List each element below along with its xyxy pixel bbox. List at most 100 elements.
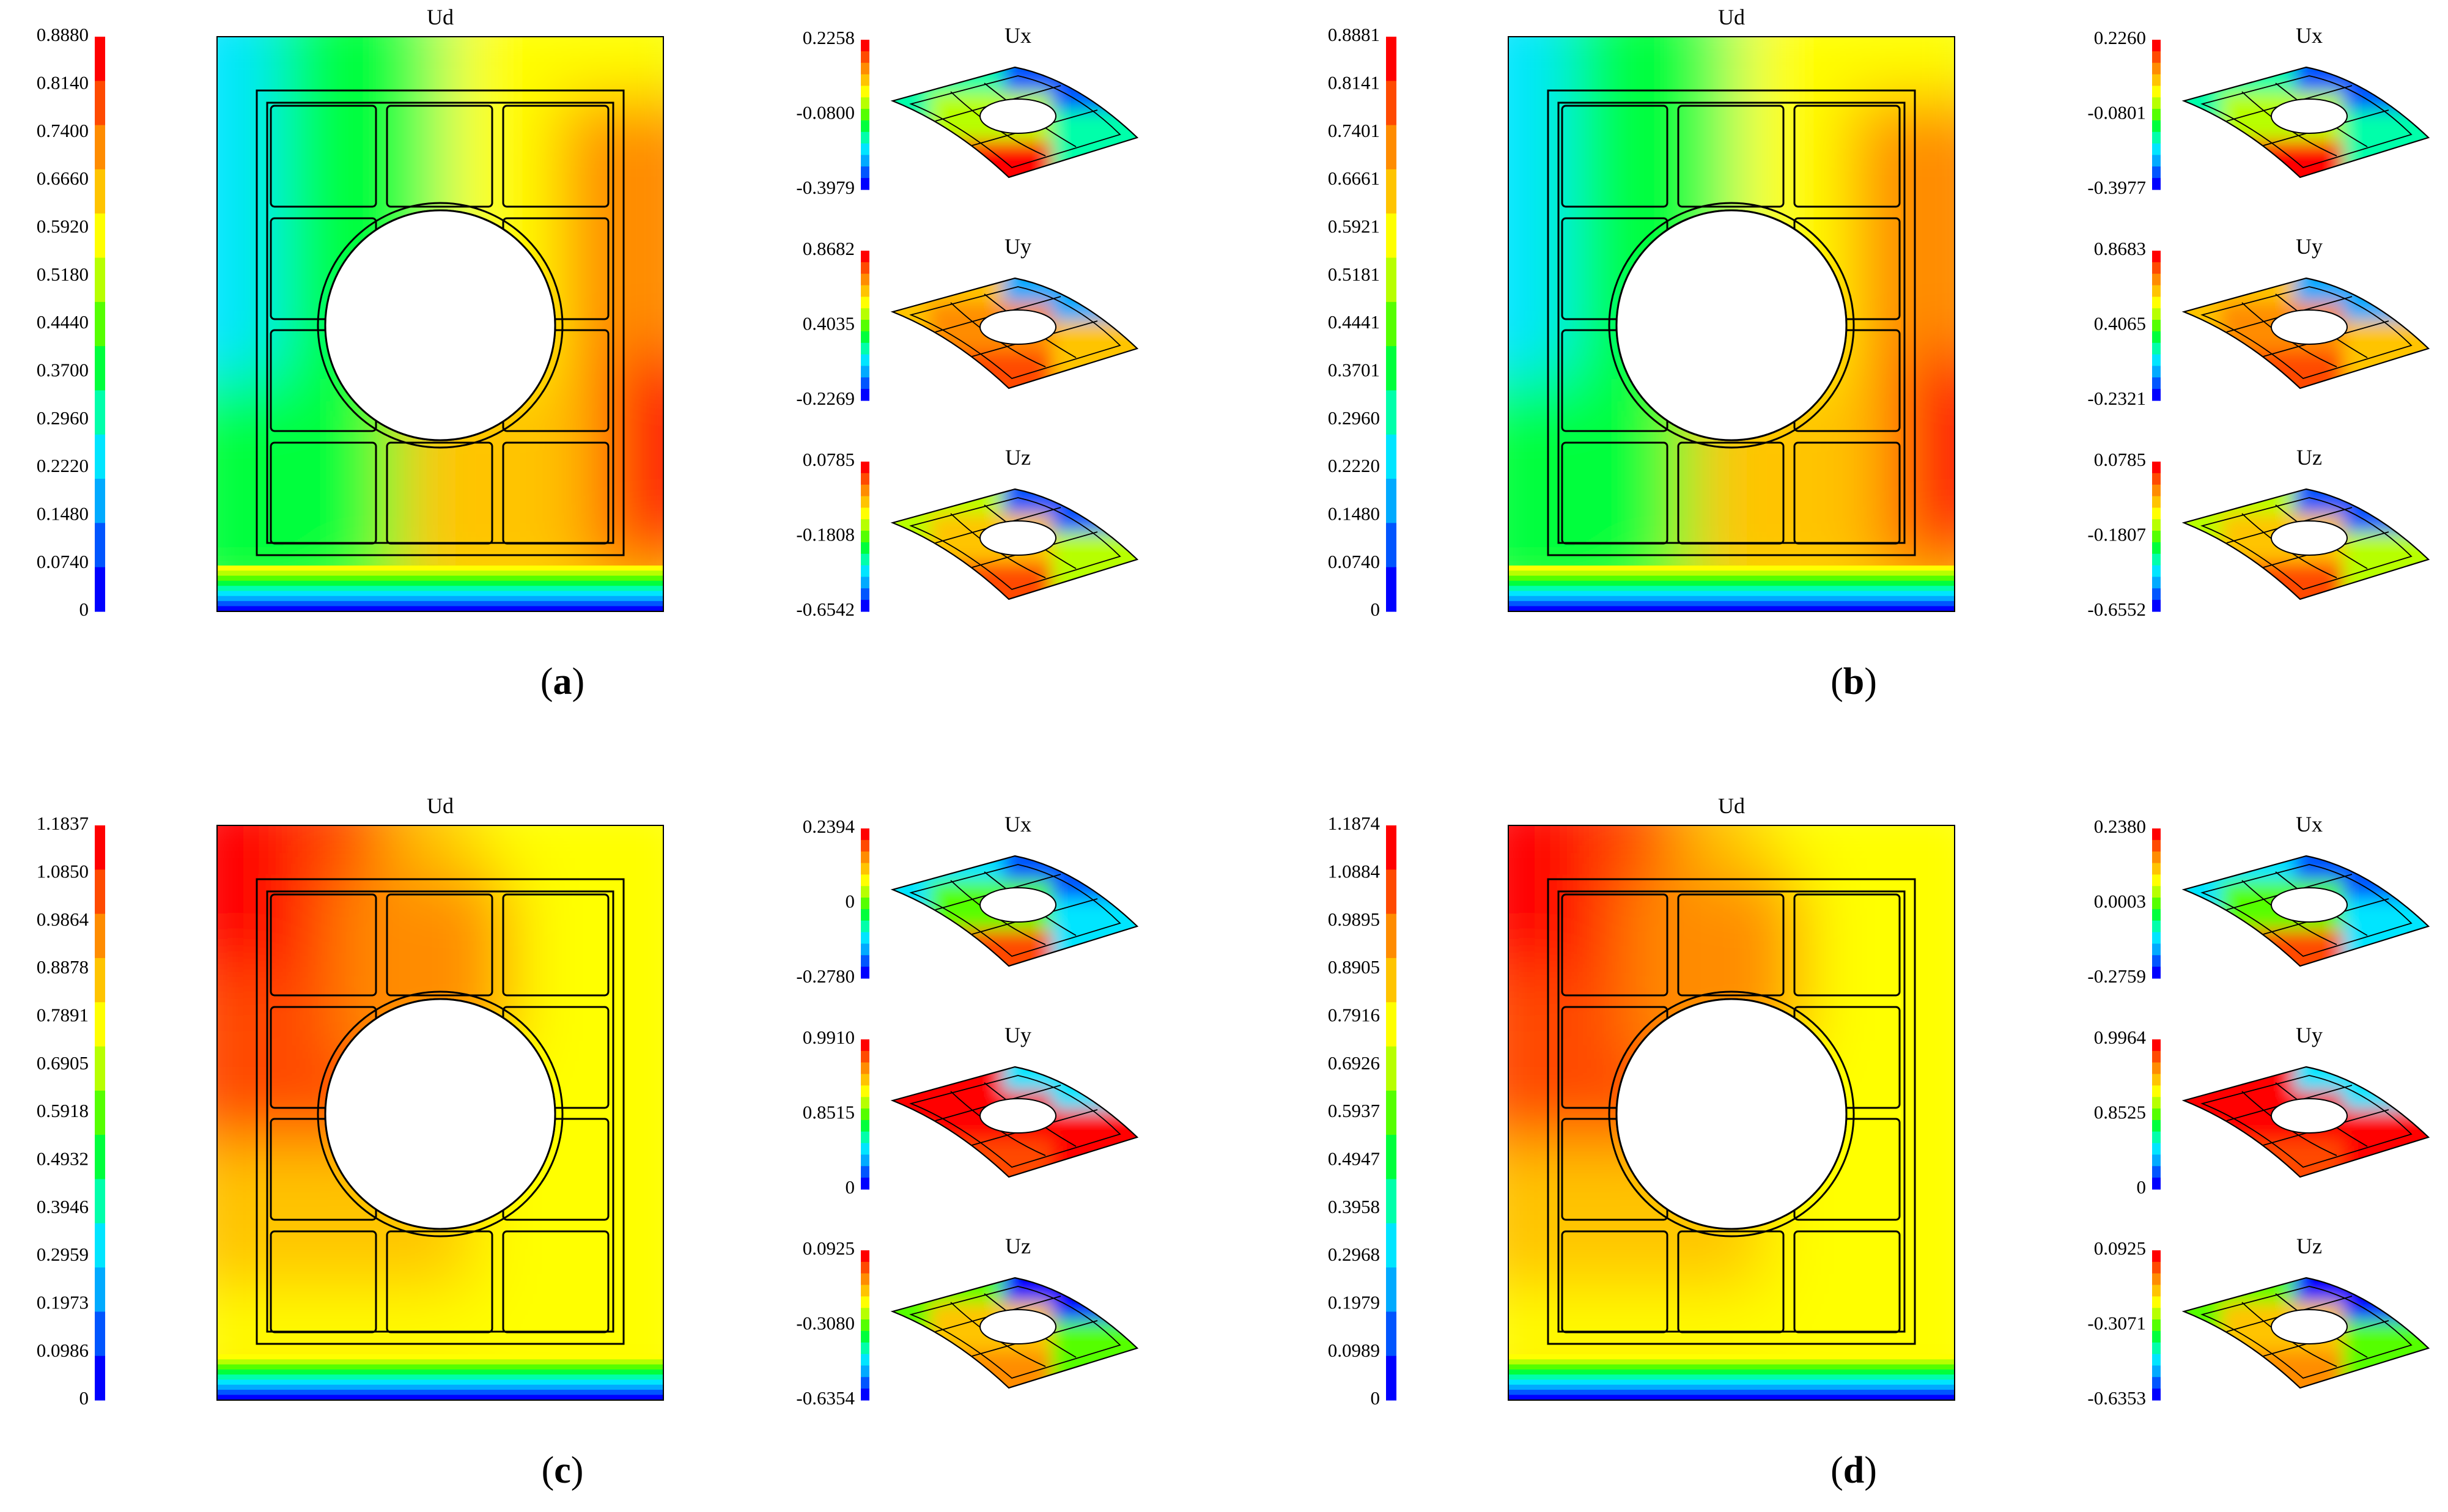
- colorbar-segment: [861, 1178, 869, 1190]
- colorbar-segment: [861, 285, 869, 297]
- colorbar-segment: [2152, 484, 2161, 497]
- colorbar-segment: [861, 109, 869, 121]
- colorbar-segment: [2152, 331, 2161, 344]
- colorbar-segment: [861, 1319, 869, 1332]
- colorbar-tick-label: 0.6905: [37, 1052, 89, 1074]
- colorbar-segment: [861, 1250, 869, 1263]
- colorbar-tick-label: 0.4932: [37, 1148, 89, 1169]
- colorbar-segment: [861, 308, 869, 320]
- colorbar-segment: [95, 301, 105, 347]
- colorbar-segment: [95, 81, 105, 126]
- colorbar-tick-label: 0.9864: [37, 909, 89, 930]
- colorbar-segment: [861, 1085, 869, 1097]
- colorbar-segment: [2152, 262, 2161, 275]
- colorbar-segment: [1386, 1223, 1396, 1268]
- colorbar-tick-label: 1.1837: [37, 813, 89, 834]
- colorbar-tick-label: 0.2394: [803, 816, 855, 837]
- ud-colorbar: 1.1837 1.0850 0.9864 0.8878 0.7891 0.6905 0.59…: [37, 813, 105, 1409]
- colorbar-segment: [861, 366, 869, 378]
- colorbar-tick-label: 0.1973: [37, 1291, 89, 1313]
- colorbar-segment: [2152, 40, 2161, 52]
- colorbar-tick-label: 1.1874: [1328, 813, 1381, 834]
- colorbar-segment: [2152, 967, 2161, 979]
- colorbar-tick-label: 0.5918: [37, 1100, 89, 1121]
- colorbar-segment: [2152, 1285, 2161, 1297]
- colorbar-tick-label: 0.3958: [1328, 1196, 1380, 1217]
- colorbar-segment: [861, 565, 869, 578]
- colorbar-segment: [861, 577, 869, 589]
- colorbar-segment: [861, 1039, 869, 1052]
- colorbar-segment: [95, 434, 105, 479]
- colorbar-segment: [1386, 1311, 1396, 1357]
- colorbar-tick-label: 0: [846, 1176, 855, 1198]
- colorbar-tick-label: 0.2220: [1328, 455, 1380, 476]
- colorbar-segment: [95, 523, 105, 568]
- colorbar-segment: [861, 143, 869, 156]
- colorbar-segment: [2152, 285, 2161, 297]
- colorbar-segment: [1386, 1135, 1396, 1180]
- colorbar-segment: [2152, 97, 2161, 109]
- colorbar-segment: [1386, 434, 1396, 479]
- ud-plate-border: [1508, 36, 1955, 612]
- colorbar-segment: [861, 828, 869, 841]
- uy-colorbar: 0.9964 0.8525 0: [2094, 1027, 2161, 1198]
- colorbar-segment: [2152, 86, 2161, 98]
- colorbar-segment: [2152, 1365, 2161, 1377]
- colorbar-segment: [2152, 155, 2161, 167]
- colorbar-tick-label: -0.6353: [2087, 1387, 2146, 1409]
- colorbar-segment: [95, 1002, 105, 1047]
- colorbar-tick-label: -0.0801: [2087, 102, 2146, 124]
- colorbar-tick-label: 0.5181: [1328, 264, 1380, 285]
- uz-curved-plate-plot: [2181, 488, 2430, 600]
- colorbar-tick-label: 0.9895: [1328, 909, 1380, 930]
- colorbar-tick-label: 0.1480: [1328, 503, 1380, 524]
- colorbar-segment: [861, 377, 869, 389]
- uz-curved-plate-plot: [890, 488, 1139, 600]
- colorbar-segment: [861, 342, 869, 355]
- colorbar-segment: [2152, 297, 2161, 309]
- colorbar-tick-label: 0.0925: [2094, 1237, 2146, 1259]
- colorbar-tick-label: -0.2321: [2087, 388, 2146, 409]
- colorbar-segment: [2152, 1074, 2161, 1086]
- colorbar-segment: [2152, 251, 2161, 263]
- colorbar-segment: [2152, 1062, 2161, 1075]
- uy-title: Uy: [2296, 234, 2323, 259]
- colorbar-tick-label: -0.3071: [2087, 1313, 2146, 1334]
- colorbar-segment: [95, 825, 105, 870]
- colorbar-segment: [2152, 320, 2161, 332]
- uz-title: Uz: [1005, 1234, 1031, 1258]
- colorbar-segment: [2152, 1261, 2161, 1274]
- uz-colorbar: 0.0785 -0.1808 -0.6542: [796, 449, 869, 620]
- colorbar-tick-label: 0.3700: [37, 359, 89, 380]
- colorbar-segment: [861, 531, 869, 543]
- panel-label: (a): [540, 661, 584, 703]
- colorbar-tick-label: 0.5921: [1328, 215, 1380, 237]
- colorbar-segment: [2152, 1388, 2161, 1401]
- colorbar-tick-label: -0.3979: [796, 177, 855, 198]
- colorbar-tick-label: 0.6926: [1328, 1052, 1380, 1074]
- ux-colorbar: 0.2260 -0.0801 -0.3977: [2087, 27, 2161, 198]
- uy-curved-plate-plot: [2181, 277, 2430, 389]
- colorbar-segment: [1386, 125, 1396, 170]
- colorbar-segment: [2152, 898, 2161, 910]
- colorbar-tick-label: 0.0785: [2094, 449, 2146, 470]
- ud-title: Ud: [1718, 5, 1745, 29]
- colorbar-segment: [861, 462, 869, 474]
- colorbar-segment: [861, 967, 869, 979]
- colorbar-segment: [2152, 109, 2161, 121]
- colorbar-segment: [2152, 920, 2161, 933]
- colorbar-segment: [861, 874, 869, 887]
- colorbar-segment: [2152, 178, 2161, 190]
- uz-colorbar: 0.0925 -0.3080 -0.6354: [796, 1237, 869, 1409]
- colorbar-segment: [1386, 257, 1396, 303]
- colorbar-tick-label: 0.8880: [37, 24, 89, 45]
- colorbar-segment: [2152, 839, 2161, 852]
- colorbar-segment: [2152, 519, 2161, 531]
- colorbar-segment: [2152, 1050, 2161, 1063]
- ux-title: Ux: [2296, 812, 2323, 836]
- colorbar-segment: [1386, 301, 1396, 347]
- colorbar-segment: [861, 588, 869, 600]
- panel-label: (c): [542, 1450, 584, 1491]
- uy-colorbar: 0.9910 0.8515 0: [803, 1027, 869, 1198]
- colorbar-segment: [95, 169, 105, 214]
